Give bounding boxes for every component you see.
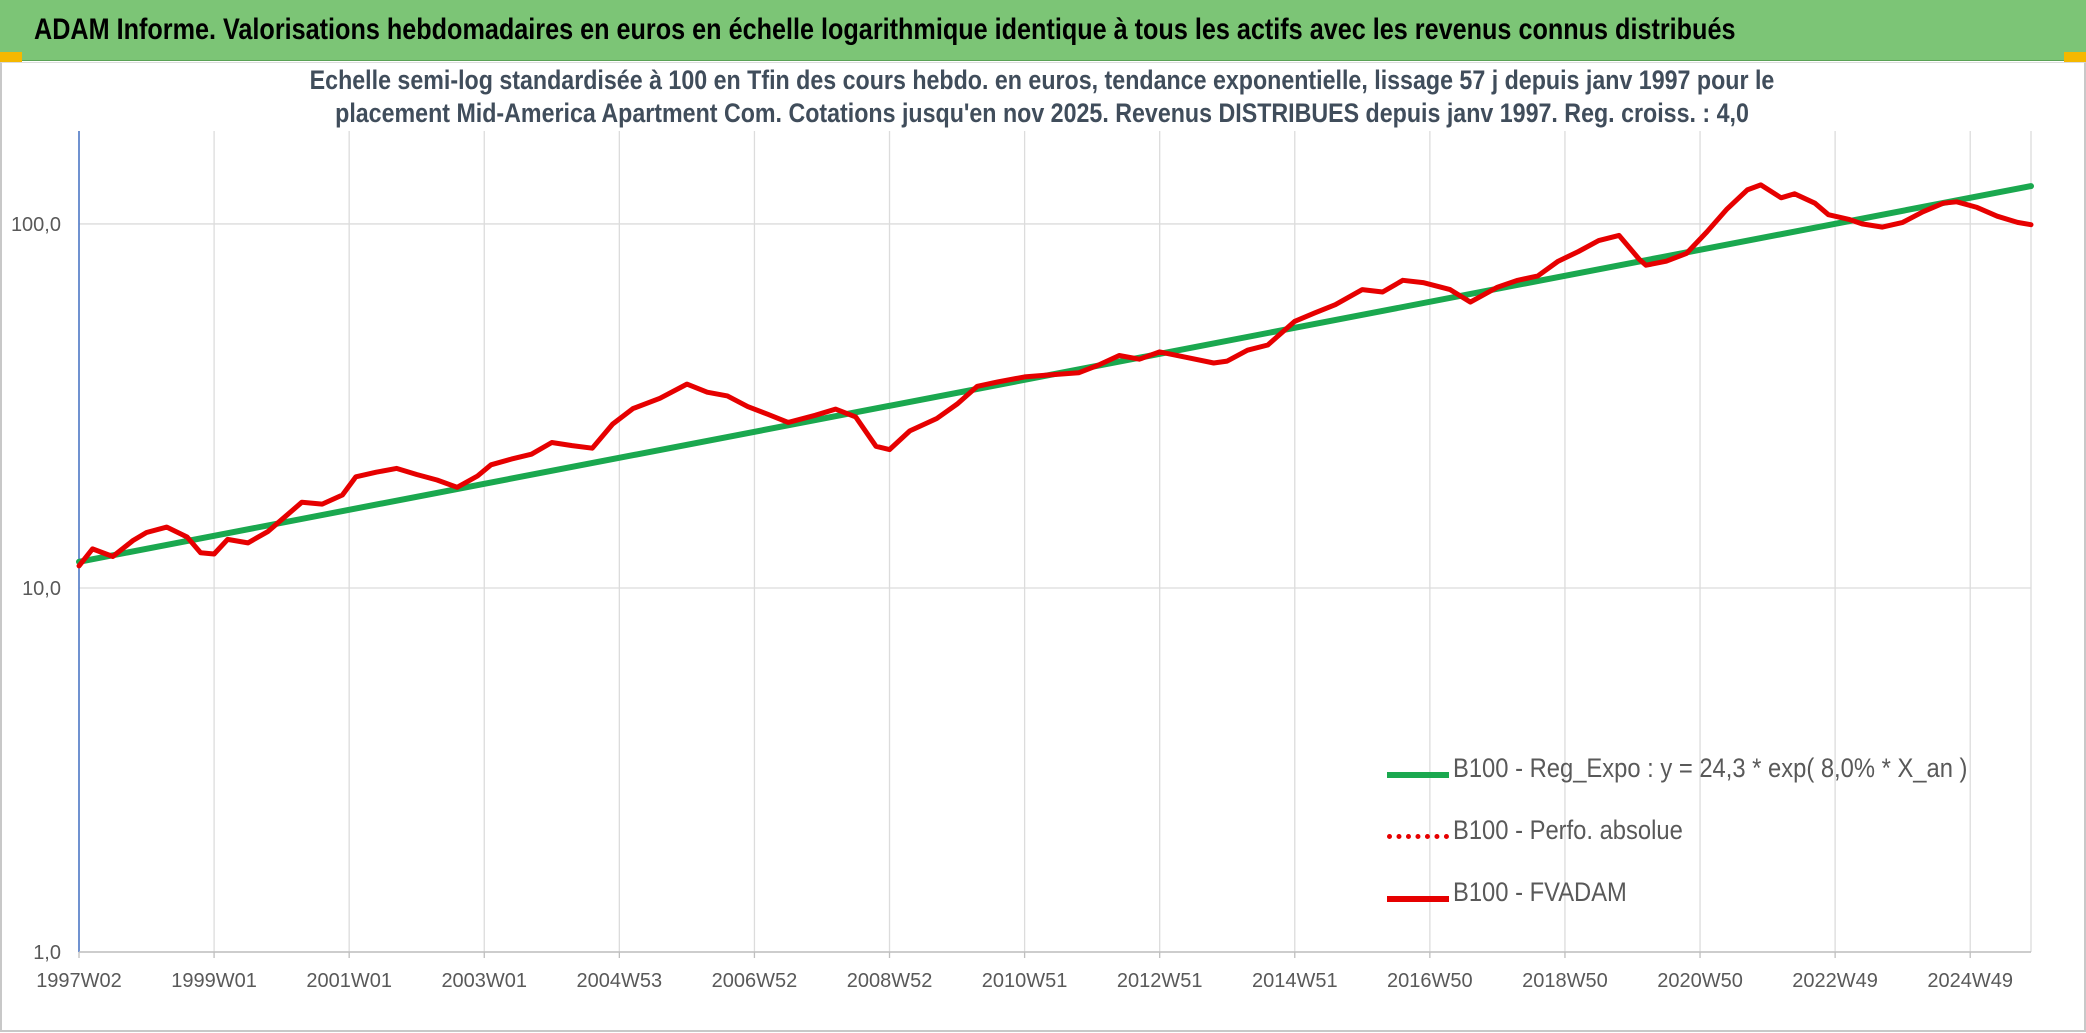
grid-layer bbox=[78, 131, 2032, 953]
axis-layer: 1997W02 1999W01 2001W01 2003W01 2004W53 2006W… bbox=[11, 131, 2031, 992]
report-title: ADAM Informe. Valorisations hebdomadaire… bbox=[34, 13, 1736, 46]
x-tick-label: 2020W50 bbox=[1657, 970, 1743, 992]
legend-swatch-fvadam bbox=[1387, 896, 1449, 902]
legend-label-fvadam: B100 - FVADAM bbox=[1453, 877, 1627, 907]
chart-subtitle-line-1: Echelle semi-log standardisée à 100 en T… bbox=[309, 65, 1775, 95]
chart-canvas: 1997W02 1999W01 2001W01 2003W01 2004W53 2006W… bbox=[11, 131, 2034, 992]
x-tick-label: 2016W50 bbox=[1387, 970, 1473, 992]
x-tick-label: 2024W49 bbox=[1927, 970, 2013, 992]
legend-swatch-perfo bbox=[1387, 834, 1449, 839]
x-tick-label: 2004W53 bbox=[577, 970, 663, 992]
legend-swatch-regression bbox=[1387, 772, 1449, 778]
x-tick-label: 1999W01 bbox=[171, 970, 257, 992]
chart-subtitle-line-2: placement Mid-America Apartment Com. Cot… bbox=[335, 98, 1749, 128]
y-tick-label: 10,0 bbox=[22, 578, 61, 600]
x-tick-label: 2003W01 bbox=[441, 970, 527, 992]
report-header-banner: ADAM Informe. Valorisations hebdomadaire… bbox=[0, 0, 2086, 61]
x-tick-label: 2014W51 bbox=[1252, 970, 1338, 992]
x-tick-label: 2006W52 bbox=[712, 970, 798, 992]
x-tick-label: 2018W50 bbox=[1522, 970, 1608, 992]
chart-frame: 1997W02 1999W01 2001W01 2003W01 2004W53 2006W… bbox=[0, 62, 2086, 1032]
legend-label-regression: B100 - Reg_Expo : y = 24,3 * exp( 8,0% *… bbox=[1453, 753, 1968, 783]
y-tick-label: 1,0 bbox=[33, 942, 61, 964]
series-layer bbox=[76, 182, 2034, 569]
x-tick-label: 2001W01 bbox=[306, 970, 392, 992]
x-tick-label: 2010W51 bbox=[982, 970, 1068, 992]
x-tick-label: 2012W51 bbox=[1117, 970, 1203, 992]
x-tick-label: 2008W52 bbox=[847, 970, 933, 992]
legend-label-perfo: B100 - Perfo. absolue bbox=[1453, 815, 1683, 845]
y-tick-label: 100,0 bbox=[11, 214, 61, 236]
x-tick-label: 1997W02 bbox=[36, 970, 122, 992]
fvadam-line bbox=[76, 182, 2034, 569]
x-tick-label: 2022W49 bbox=[1792, 970, 1878, 992]
